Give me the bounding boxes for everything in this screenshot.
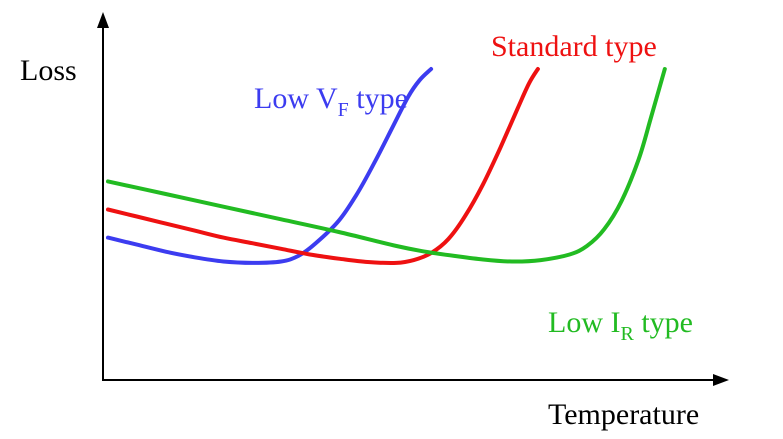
series-label-suffix: type [634,306,693,339]
y-axis-label: Loss [20,54,77,87]
series-labels: Low VF type Standard type Low IR type [254,30,693,345]
series-label-subscript: F [338,99,349,121]
series-label-subscript: R [620,323,634,345]
x-axis-label: Temperature [548,398,699,431]
series-label-2: Standard type [491,30,657,63]
series-line-1 [106,67,434,265]
x-axis-arrow [713,374,729,386]
series-line-2 [106,67,540,265]
series-line-3 [106,67,667,264]
series-label-main: Low V [254,82,338,115]
series-label-main: Low I [548,306,620,339]
axes [97,12,729,386]
series-label-main: Standard type [491,30,657,63]
series-label-suffix: type [349,82,408,115]
series-label-3: Low IR type [548,306,693,345]
series-lines [106,67,667,265]
y-axis-arrow [97,12,109,28]
series-label-1: Low VF type [254,82,408,121]
